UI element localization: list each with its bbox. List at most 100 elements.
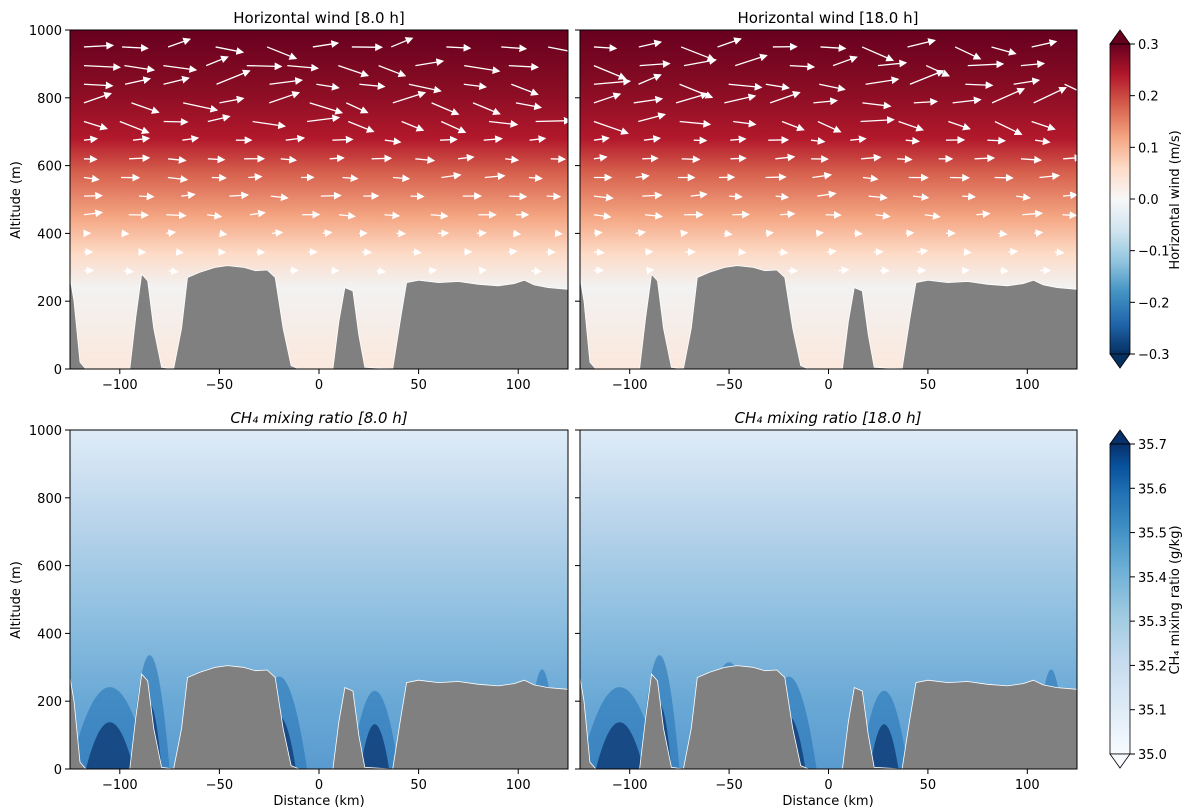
wind-arrow [769, 91, 801, 104]
wind-arrow [813, 97, 838, 106]
x-tick-label: 50 [410, 778, 427, 793]
wind-arrow [83, 41, 115, 50]
wind-arrow [83, 92, 112, 104]
y-tick-label: 1000 [29, 424, 62, 439]
panel-title: Horizontal wind [8.0 h] [233, 9, 404, 27]
wind-arrow [733, 119, 757, 128]
wind-arrow [850, 135, 867, 144]
wind-arrow [528, 174, 543, 182]
wind-arrow [511, 83, 539, 96]
wind-vectors [593, 37, 1077, 275]
x-tick-label: −100 [102, 378, 138, 393]
y-tick-label: 800 [37, 92, 62, 107]
colorbar-extend-top [1109, 29, 1131, 45]
wind-vectors [83, 37, 568, 275]
wind-arrow [593, 64, 627, 80]
wind-arrow [994, 120, 1023, 136]
wind-arrow [269, 91, 301, 104]
wind-arrow [392, 174, 411, 183]
wind-arrow [924, 212, 941, 220]
wind-arrow [912, 193, 930, 201]
panel-ch4-18h: CH₄ mixing ratio [18.0 h] −100 −50 0 50 100 … [575, 409, 1078, 809]
colorbar-tick-label: 0.2 [1138, 90, 1159, 105]
wind-arrow [974, 154, 996, 163]
wind-arrow [83, 266, 95, 275]
wind-arrow [917, 247, 929, 256]
wind-arrow [738, 248, 747, 256]
wind-arrow [547, 46, 568, 52]
wind-arrow [593, 229, 603, 238]
colorbar-ch4: 35.7 35.6 35.5 35.4 35.3 35.2 35.1 35.0 CH₄ mix… [1109, 429, 1183, 769]
wind-arrow [1062, 211, 1077, 220]
wind-arrow [248, 173, 263, 181]
wind-arrow [83, 63, 121, 71]
x-axis-label: Distance (km) [782, 794, 873, 809]
wind-arrow [948, 120, 971, 131]
wind-arrow [501, 44, 528, 53]
y-axis-label: Altitude (m) [9, 561, 24, 639]
panel-title: Horizontal wind [18.0 h] [738, 9, 919, 27]
x-tick-label: 100 [1015, 778, 1040, 793]
wind-arrow [371, 154, 393, 163]
wind-arrow [441, 171, 462, 180]
wind-arrow [730, 135, 747, 144]
wind-arrow [861, 153, 882, 162]
colorbar-tick-label: 35.4 [1138, 571, 1167, 586]
x-axis-label: Distance (km) [273, 794, 364, 809]
y-tick-label: 0 [54, 763, 62, 778]
wind-arrow [963, 248, 972, 256]
colorbar-extend-top [1109, 429, 1131, 445]
wind-arrow [167, 156, 187, 164]
x-tick-label: 0 [315, 778, 323, 793]
wind-arrow [124, 76, 152, 85]
wind-arrow [440, 120, 467, 134]
wind-arrow [734, 53, 768, 67]
wind-arrow [909, 69, 945, 85]
wind-arrow [861, 46, 895, 62]
wind-arrow [392, 90, 427, 104]
wind-arrow [181, 191, 196, 200]
wind-arrow [83, 135, 99, 144]
wind-arrow [272, 229, 284, 237]
x-tick-label: −50 [715, 378, 742, 393]
wind-arrow [488, 120, 519, 128]
wind-arrow [440, 135, 458, 144]
colorbar-tick-label: 35.0 [1138, 748, 1167, 763]
wind-arrow [781, 120, 805, 132]
x-tick-label: 100 [1015, 378, 1040, 393]
wind-arrow [1031, 39, 1058, 48]
y-tick-label: 200 [37, 695, 62, 710]
wind-arrow [515, 102, 543, 111]
wind-arrow [961, 266, 970, 275]
wind-arrow [812, 171, 833, 180]
wind-arrow [1033, 86, 1067, 104]
wind-arrow [384, 137, 402, 146]
wind-arrow [484, 172, 506, 181]
wind-arrow [531, 267, 543, 275]
wind-arrow [593, 212, 612, 220]
wind-arrow [690, 191, 708, 199]
wind-arrow [643, 135, 662, 143]
ch4-plume-core [85, 722, 134, 769]
wind-arrow [962, 192, 976, 201]
wind-arrow [269, 77, 303, 85]
wind-arrow [205, 55, 229, 67]
colorbar-extend-bottom [1109, 353, 1131, 369]
wind-arrow [638, 39, 663, 48]
colorbar-tick-label: 35.1 [1138, 704, 1167, 719]
colorbar-tick-label: 35.5 [1138, 527, 1167, 542]
wind-arrow [832, 55, 858, 67]
wind-arrow [1020, 155, 1042, 164]
wind-arrow [1031, 120, 1056, 131]
wind-arrow [593, 44, 618, 52]
y-tick-label: 800 [37, 492, 62, 507]
wind-arrow [132, 135, 151, 143]
wind-arrow [505, 155, 520, 164]
wind-arrow [229, 191, 250, 200]
wind-arrow [639, 60, 671, 68]
wind-arrow [827, 247, 837, 256]
wind-arrow [338, 211, 356, 220]
wind-arrow [207, 211, 223, 220]
wind-arrow [182, 135, 200, 143]
